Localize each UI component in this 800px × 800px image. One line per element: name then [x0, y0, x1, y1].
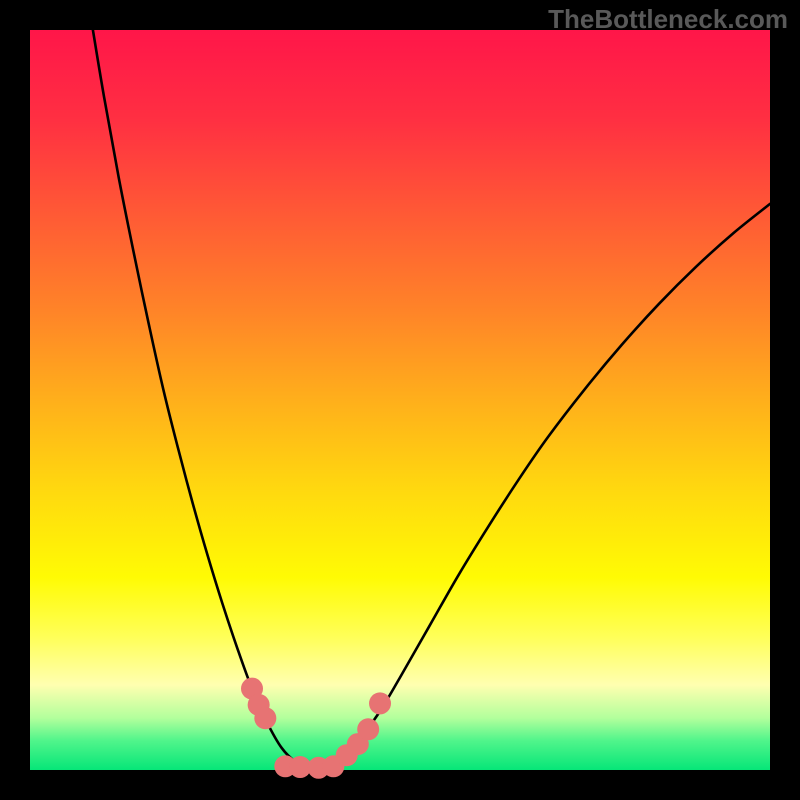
watermark-text: TheBottleneck.com — [548, 4, 788, 35]
marker-point — [369, 692, 391, 714]
chart-svg — [30, 30, 770, 770]
gradient-background — [30, 30, 770, 770]
marker-point — [357, 718, 379, 740]
marker-point — [254, 707, 276, 729]
plot-area — [30, 30, 770, 770]
